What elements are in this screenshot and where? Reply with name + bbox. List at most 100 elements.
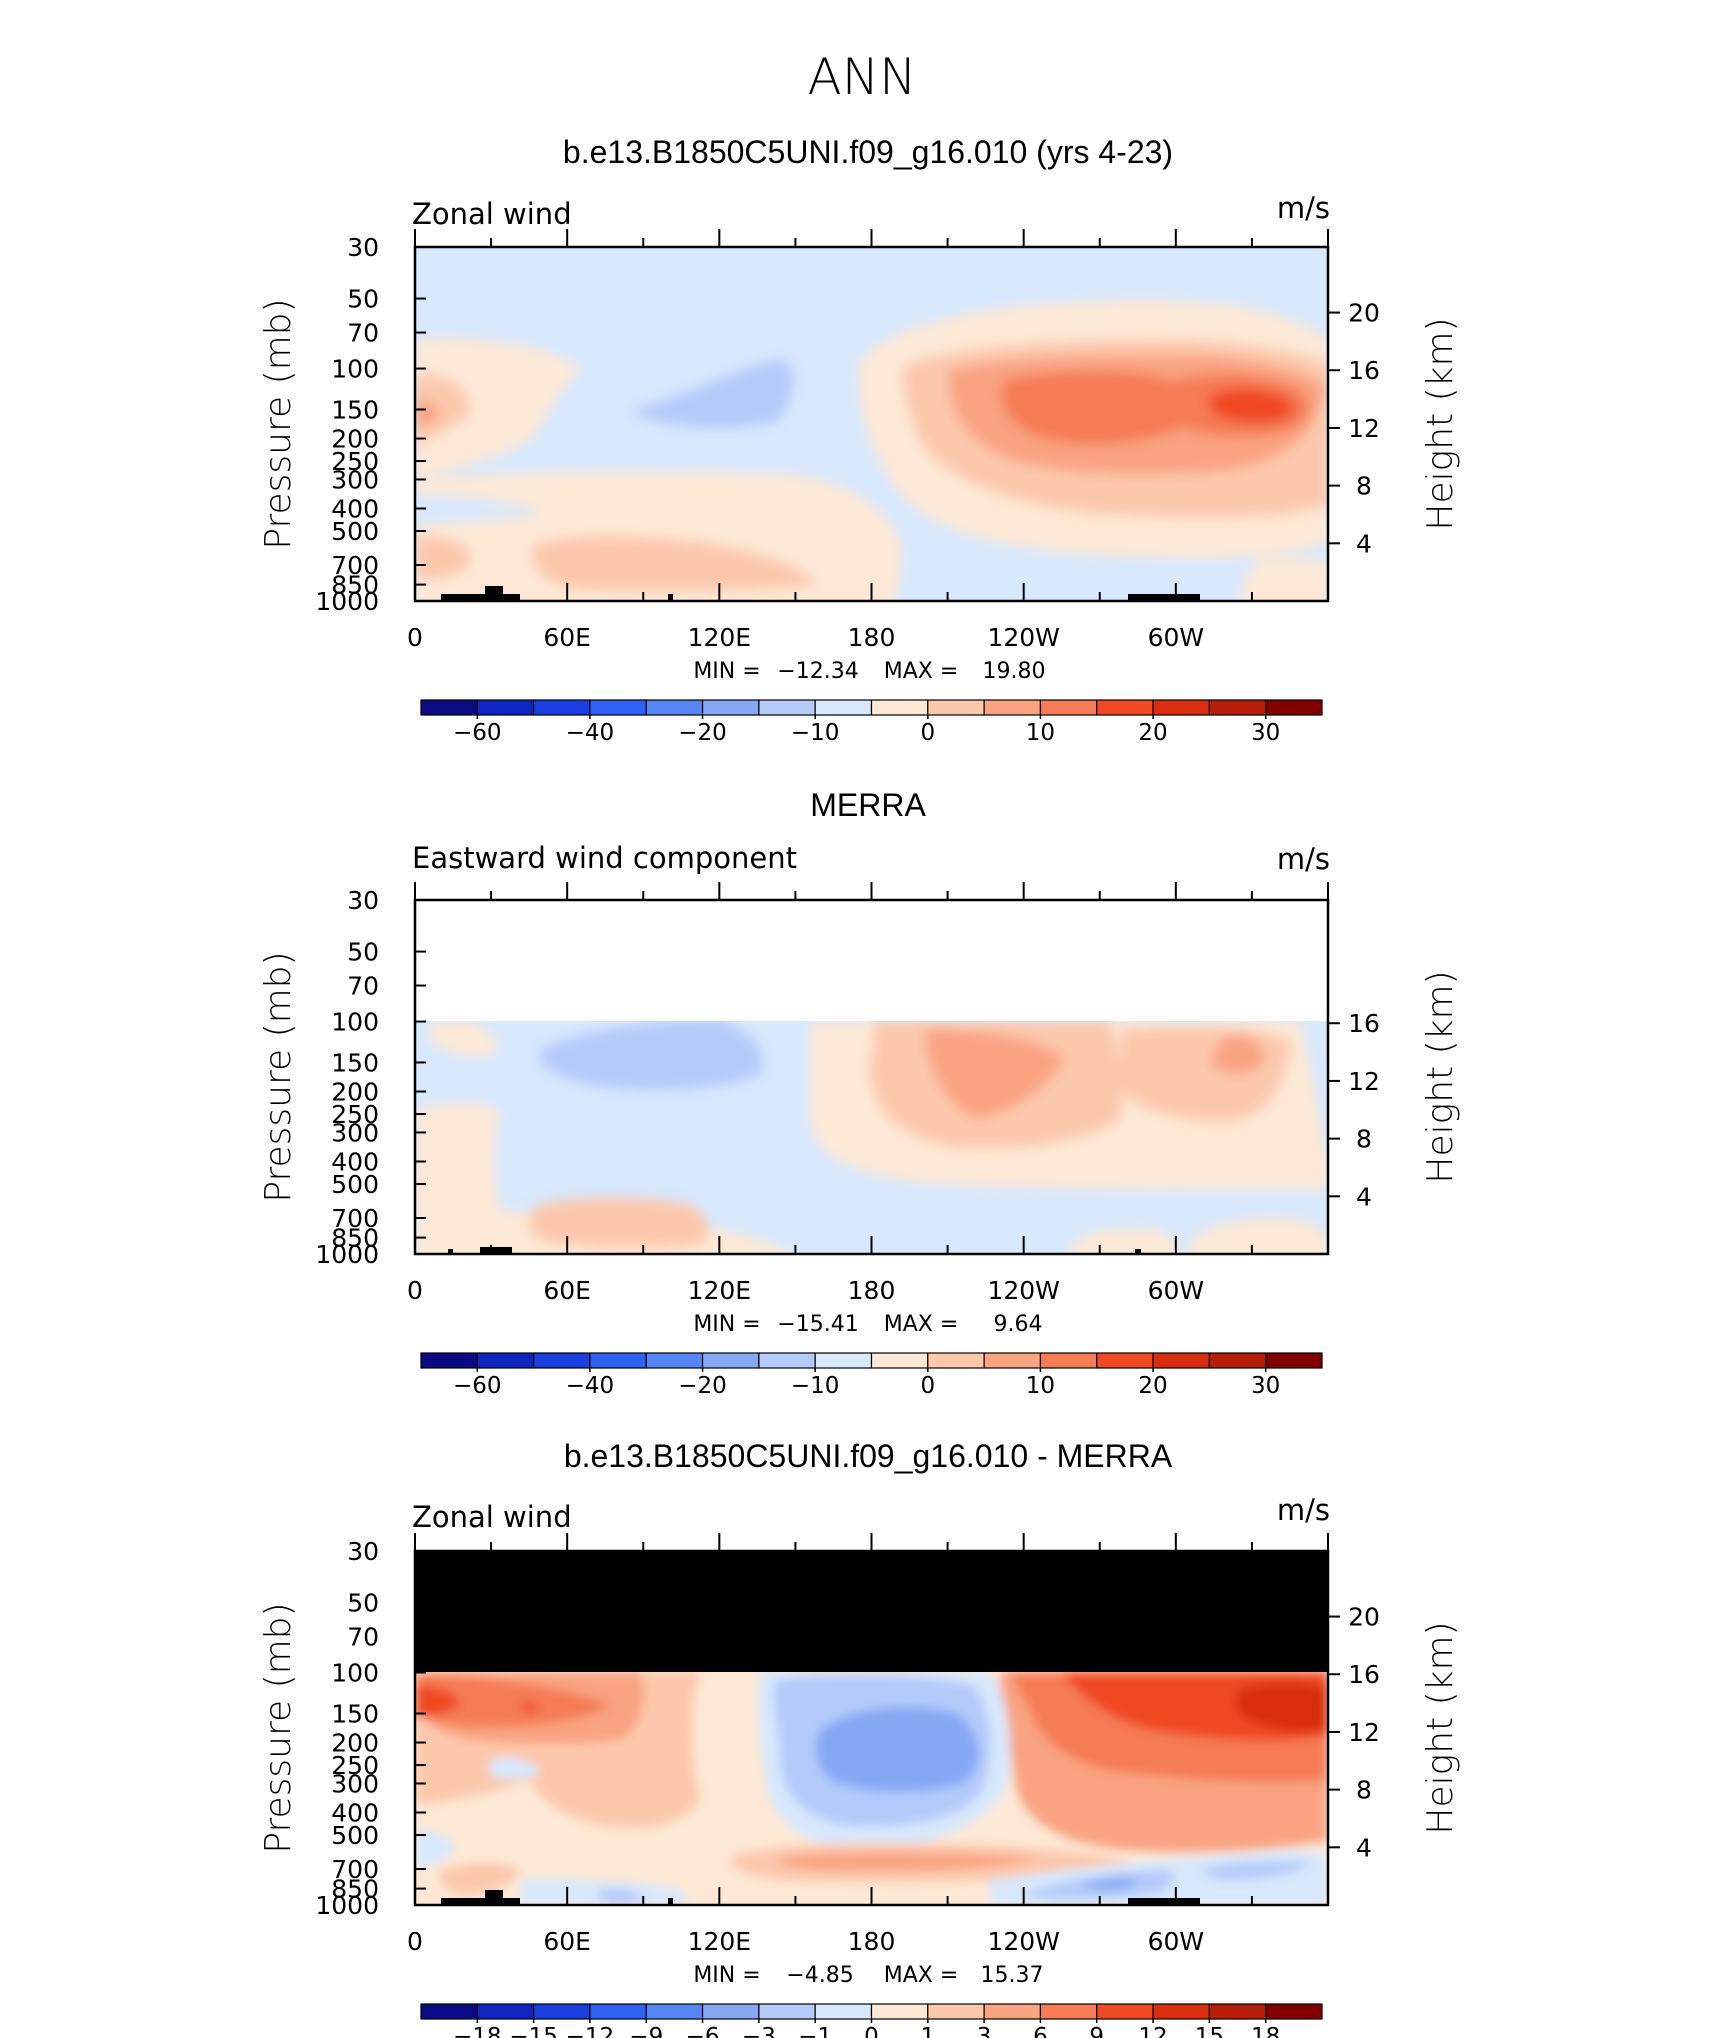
pressure-tick-label: 300 [331, 1118, 379, 1147]
variable-label: Zonal wind [412, 197, 572, 231]
figure-title: ANN [807, 48, 916, 106]
pressure-tick-label: 70 [347, 972, 379, 1001]
colorbar-swatch [533, 699, 591, 716]
longitude-tick-label: 120W [987, 1276, 1059, 1305]
colorbar-swatch [814, 1352, 873, 1369]
longitude-tick-label: 180 [848, 1276, 896, 1305]
colorbar-swatch [758, 699, 816, 716]
variable-label: Zonal wind [412, 1500, 572, 1534]
colorbar-swatch [1208, 699, 1267, 716]
pressure-tick-label: 50 [347, 938, 379, 967]
pressure-tick-label: 100 [331, 1008, 379, 1037]
pressure-tick-label: 500 [331, 1170, 379, 1199]
colorbar-tick-label: −15 [509, 2024, 558, 2038]
pressure-tick-label: 250 [331, 1751, 379, 1780]
colorbar-swatch [1208, 2003, 1267, 2020]
min-value: −4.85 [786, 1963, 853, 1988]
colorbar-tick-label: −12 [566, 2024, 615, 2038]
colorbar-tick-label: 30 [1251, 720, 1280, 746]
colorbar-tick-label: −20 [678, 1373, 727, 1399]
height-axis: 16 12 8 4 [1328, 1009, 1380, 1211]
pressure-tick-label: 250 [331, 447, 379, 476]
colorbar-swatch [1096, 1352, 1154, 1369]
colorbar-swatch [983, 699, 1042, 716]
colorbar-tick-label: 10 [1026, 1373, 1055, 1399]
panel-title: MERRA [810, 787, 926, 823]
height-axis: 20 16 12 8 4 [1328, 1603, 1380, 1862]
longitude-axis: 0 60E 120E 180 120W 60W [407, 882, 1329, 1305]
longitude-tick-label: 0 [407, 623, 423, 652]
right-axis-label: Height (km) [1420, 970, 1461, 1183]
min-value: −15.41 [777, 1312, 858, 1337]
pressure-tick-label: 500 [331, 517, 379, 546]
colorbar-tick-label: −60 [453, 720, 502, 746]
right-axis-label: Height (km) [1420, 1621, 1461, 1834]
contour-field [415, 247, 1328, 601]
pressure-tick-label: 150 [331, 395, 379, 424]
contour-field [415, 1672, 1328, 1905]
height-axis: 20 16 12 8 4 [1328, 299, 1380, 558]
min-value: −12.34 [777, 659, 858, 684]
y-axis-label: Pressure (mb) [258, 298, 299, 549]
pressure-tick-label: 70 [347, 1623, 379, 1652]
colorbar-swatch [589, 1352, 647, 1369]
colorbar-tick-label: 12 [1138, 2024, 1167, 2038]
longitude-axis: 0 60E 120E 180 120W 60W [407, 229, 1329, 652]
colorbar-tick-label: −18 [453, 2024, 502, 2038]
pressure-tick-label: 200 [331, 1078, 379, 1107]
height-tick-label: 8 [1356, 1125, 1372, 1154]
max-value: 19.80 [983, 659, 1046, 684]
colorbar-swatch [927, 699, 985, 716]
units-label: m/s [1277, 191, 1330, 225]
variable-label: Eastward wind component [412, 841, 797, 875]
colorbar-swatch [1152, 699, 1210, 716]
longitude-tick-label: 60W [1148, 1927, 1205, 1956]
colorbar-swatch [983, 2003, 1042, 2020]
colorbar-swatch [645, 2003, 704, 2020]
pressure-tick-label: 50 [347, 1589, 379, 1618]
colorbar-swatch [701, 2003, 760, 2020]
colorbar-swatch [420, 699, 478, 716]
longitude-tick-label: 60E [543, 1276, 591, 1305]
colorbar-swatch [1208, 1352, 1267, 1369]
pressure-tick-label: 1000 [315, 1891, 379, 1920]
colorbar-tick-label: −3 [742, 2024, 776, 2038]
min-label: MIN = [693, 1312, 760, 1337]
colorbar-swatch [870, 699, 929, 716]
colorbar-tick-label: −6 [686, 2024, 720, 2038]
colorbar-swatch [1096, 699, 1154, 716]
height-tick-label: 20 [1348, 1603, 1380, 1632]
pressure-tick-label: 300 [331, 1769, 379, 1798]
height-tick-label: 12 [1348, 1718, 1380, 1747]
pressure-tick-label: 30 [347, 886, 379, 915]
max-label: MAX = [884, 1312, 959, 1337]
colorbar-swatch [420, 1352, 478, 1369]
colorbar-swatch [758, 2003, 816, 2020]
pressure-tick-label: 1000 [315, 1240, 379, 1269]
pressure-tick-label: 700 [331, 1855, 379, 1884]
min-label: MIN = [693, 659, 760, 684]
height-tick-label: 4 [1356, 1182, 1372, 1211]
y-axis-label: Pressure (mb) [258, 1602, 299, 1853]
colorbar-swatch [701, 699, 760, 716]
masked-region [415, 1551, 1328, 1672]
colorbar-tick-label: 15 [1195, 2024, 1224, 2038]
height-tick-label: 4 [1356, 1833, 1372, 1862]
colorbar-tick-label: −10 [791, 1373, 840, 1399]
colorbar-tick-label: −20 [678, 720, 727, 746]
colorbar-swatch [589, 2003, 647, 2020]
panel-title: b.e13.B1850C5UNI.f09_g16.010 (yrs 4-23) [563, 134, 1173, 170]
pressure-tick-label: 700 [331, 1204, 379, 1233]
longitude-tick-label: 180 [848, 1927, 896, 1956]
pressure-tick-label: 200 [331, 425, 379, 454]
pressure-tick-label: 50 [347, 285, 379, 314]
height-tick-label: 16 [1348, 1660, 1380, 1689]
height-tick-label: 16 [1348, 1009, 1380, 1038]
colorbar-swatch [1039, 2003, 1098, 2020]
colorbar-swatch [927, 2003, 985, 2020]
colorbar-tick-label: 0 [864, 2024, 879, 2038]
longitude-tick-label: 60W [1148, 623, 1205, 652]
pressure-tick-label: 300 [331, 465, 379, 494]
longitude-tick-label: 60E [543, 623, 591, 652]
